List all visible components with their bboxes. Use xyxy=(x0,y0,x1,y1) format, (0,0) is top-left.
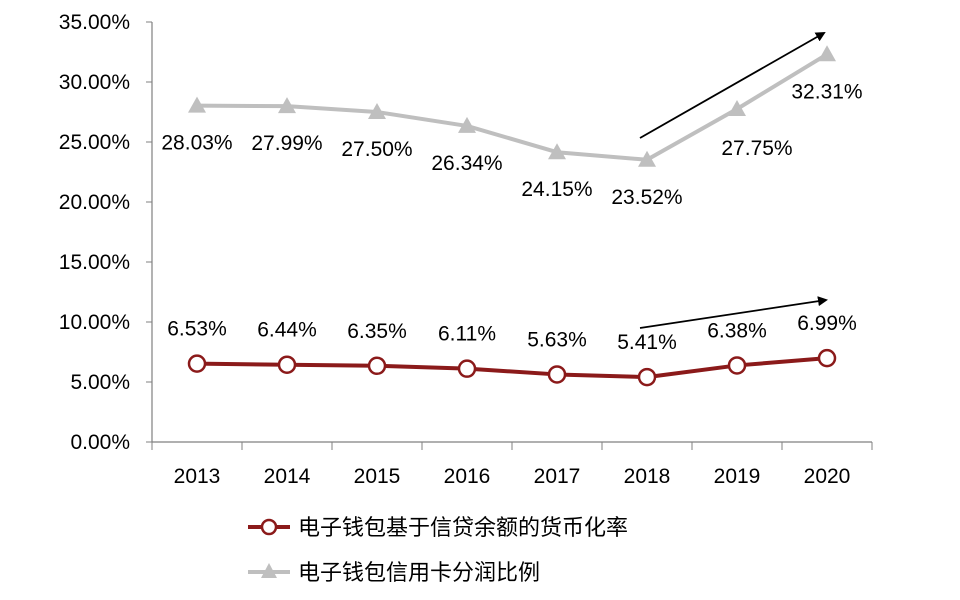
circle-marker xyxy=(817,348,837,368)
circle-marker xyxy=(727,356,747,375)
data-label-monetization-rate: 6.35% xyxy=(347,320,407,343)
x-tick-label: 2018 xyxy=(624,465,671,488)
triangle-marker xyxy=(548,143,566,160)
data-label-monetization-rate: 5.63% xyxy=(527,328,587,351)
circle-marker xyxy=(457,359,477,378)
x-tick-label: 2016 xyxy=(444,465,491,488)
trend-arrow-monetization-rate xyxy=(639,296,828,329)
data-label-credit-card-share: 28.03% xyxy=(161,132,232,155)
triangle-marker xyxy=(458,116,476,133)
triangle-marker xyxy=(638,150,656,167)
triangle-marker xyxy=(368,103,386,119)
data-label-credit-card-share: 27.50% xyxy=(341,138,412,161)
x-tick-label: 2014 xyxy=(264,465,311,488)
x-tick-label: 2013 xyxy=(174,465,221,488)
data-label-monetization-rate: 6.53% xyxy=(167,318,227,341)
triangle-marker xyxy=(818,45,836,62)
x-tick-label: 2017 xyxy=(534,465,581,488)
y-tick-label: 35.00% xyxy=(59,11,130,34)
x-tick-label: 2020 xyxy=(804,465,851,488)
triangle-marker xyxy=(278,97,296,114)
data-label-monetization-rate: 5.41% xyxy=(617,331,677,354)
series-line-monetization-rate xyxy=(196,356,828,380)
triangle-marker xyxy=(188,96,206,113)
y-tick-label: 25.00% xyxy=(59,131,130,154)
circle-marker xyxy=(547,365,567,384)
circle-marker xyxy=(277,355,297,374)
legend-label-monetization-rate: 电子钱包基于信贷余额的货币化率 xyxy=(298,516,628,541)
y-tick-label: 15.00% xyxy=(59,251,130,274)
data-label-monetization-rate: 6.44% xyxy=(257,319,317,342)
data-label-credit-card-share: 27.99% xyxy=(251,132,322,155)
legend-marker-monetization-rate xyxy=(260,518,278,536)
legend-label-credit-card-share: 电子钱包信用卡分润比例 xyxy=(298,561,540,586)
x-tick-label: 2019 xyxy=(714,465,761,488)
y-tick-label: 0.00% xyxy=(70,431,130,454)
trend-arrow-credit-card-share xyxy=(639,32,826,139)
y-tick-label: 30.00% xyxy=(59,71,130,94)
y-tick-label: 5.00% xyxy=(70,371,130,394)
circle-marker xyxy=(367,356,387,376)
series-line-credit-card-share xyxy=(196,52,829,162)
triangle-marker xyxy=(728,100,746,116)
data-label-monetization-rate: 6.38% xyxy=(707,319,767,342)
legend-marker-credit-card-share xyxy=(261,563,277,578)
x-tick-label: 2015 xyxy=(354,465,401,488)
data-label-monetization-rate: 6.99% xyxy=(797,312,857,335)
data-label-credit-card-share: 23.52% xyxy=(611,186,682,209)
circle-marker xyxy=(187,354,207,373)
data-label-monetization-rate: 6.11% xyxy=(438,323,496,346)
y-tick-label: 20.00% xyxy=(59,191,130,214)
circle-marker xyxy=(637,367,657,387)
data-label-credit-card-share: 26.34% xyxy=(431,152,502,175)
data-label-credit-card-share: 27.75% xyxy=(721,137,792,160)
data-label-credit-card-share: 24.15% xyxy=(521,178,592,201)
data-label-credit-card-share: 32.31% xyxy=(791,80,862,103)
y-tick-label: 10.00% xyxy=(59,311,130,334)
